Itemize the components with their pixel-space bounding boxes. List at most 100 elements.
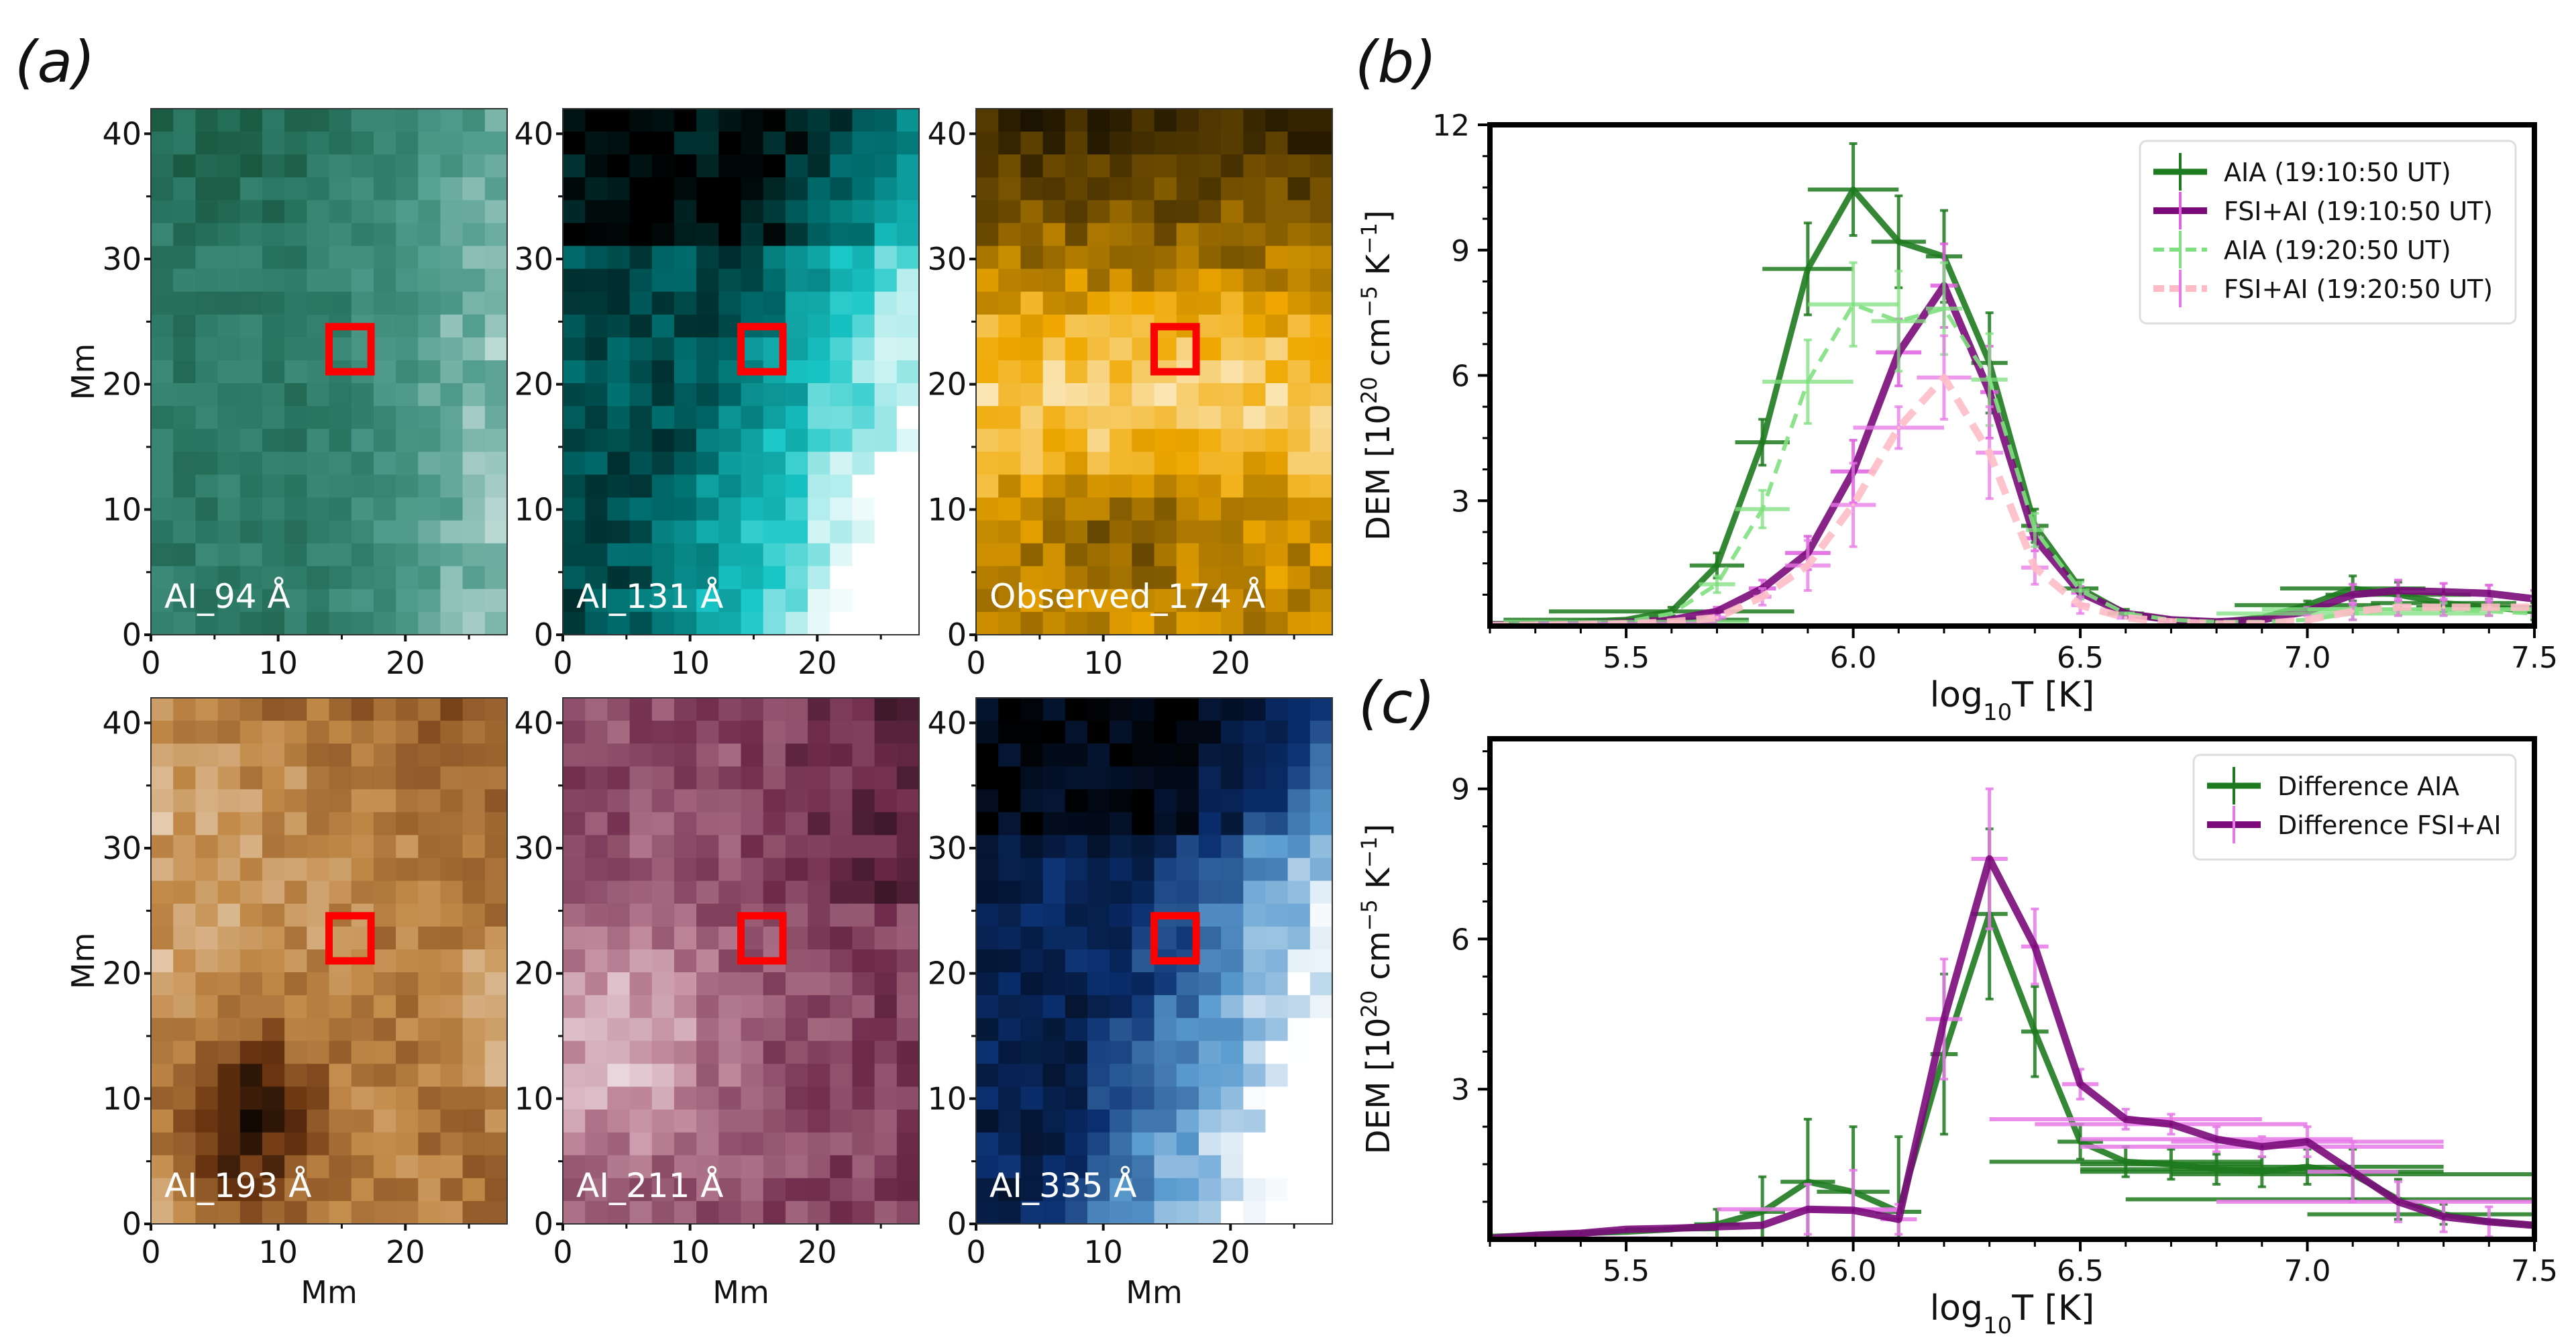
data-point: [1578, 1231, 1582, 1235]
data-point: [2396, 605, 2400, 609]
y-tick-label: 10: [514, 491, 553, 527]
data-point: [1806, 1180, 1810, 1184]
legend-label: Difference FSI+AI: [2277, 811, 2502, 840]
data-point: [1670, 1227, 1674, 1231]
x-tick-label: 5.5: [1603, 1254, 1650, 1288]
y-tick-label: 40: [927, 705, 967, 741]
region-highlight-box: [737, 912, 787, 965]
pixel-map: [151, 698, 508, 1225]
data-point: [2169, 620, 2173, 624]
series-line: [1490, 855, 2534, 1239]
data-point: [1760, 440, 1764, 444]
y-axis-label: Mm: [65, 933, 101, 990]
data-point: [2396, 588, 2400, 592]
y-tick-label: 0: [534, 1206, 553, 1242]
data-point: [2124, 616, 2128, 620]
data-point: [1896, 240, 1900, 244]
x-tick-label: 20: [798, 1234, 837, 1270]
x-tick-label: 0: [966, 1234, 985, 1270]
y-tick-label: 10: [102, 1080, 142, 1117]
legend-label: FSI+AI (19:20:50 UT): [2224, 274, 2493, 304]
data-point: [2351, 592, 2355, 597]
x-axis-label: log10T [K]: [1930, 675, 2095, 726]
legend-item: FSI+AI (19:20:50 UT): [2153, 270, 2493, 307]
data-point: [2487, 605, 2491, 609]
legend-label: Difference AIA: [2277, 772, 2459, 801]
y-axis-label: DEM [1020 cm−5 K−1]: [1356, 824, 1397, 1155]
data-point: [2169, 1162, 2173, 1166]
x-tick-label: 20: [798, 645, 837, 681]
region-highlight-box: [325, 912, 375, 965]
data-point: [2487, 1220, 2491, 1224]
data-point: [1806, 564, 1810, 568]
pixel-map: [563, 698, 920, 1225]
chart-c-dem-difference: 5.5 6.0 6.5 7.0 7.5 3 6 9 log10T [K] DEM [1020 cm…: [1356, 736, 2558, 1339]
data-point: [1851, 503, 1856, 507]
plot-area: [1490, 787, 2534, 1239]
x-tick-label: 10: [258, 645, 298, 681]
series-difference-fsi-ai: [1490, 787, 2534, 1239]
y-tick-label: 6: [1451, 360, 1470, 394]
x-tick-label: 6.5: [2057, 641, 2104, 675]
y-tick-label: 10: [514, 1080, 553, 1117]
y-tick-label: 20: [514, 955, 553, 992]
data-point: [1896, 1217, 1900, 1221]
y-tick-label: 40: [102, 115, 142, 152]
x-tick-label: 20: [1211, 645, 1250, 681]
y-tick-label: 9: [1451, 234, 1470, 268]
data-point: [1534, 1233, 1538, 1237]
series-line: [1490, 374, 2534, 626]
panel-caption: AI_193 Å: [164, 1166, 311, 1205]
data-point: [1670, 620, 1674, 624]
data-point: [2033, 1029, 2037, 1033]
series-line: [1490, 302, 2534, 626]
x-tick-label: 6.5: [2057, 1254, 2104, 1288]
panel-frame: [975, 108, 1333, 635]
series-line: [1490, 187, 2534, 626]
data-point: [1896, 425, 1900, 429]
x-axis-label: Mm: [712, 1274, 769, 1310]
data-point: [1988, 857, 1992, 861]
y-tick-label: 40: [927, 115, 967, 152]
y-tick-label: 9: [1451, 773, 1470, 807]
data-point: [2442, 590, 2446, 594]
panel-caption: Observed_174 Å: [989, 577, 1265, 616]
panel-caption: AI_131 Å: [576, 577, 723, 616]
panel-frame: [562, 697, 920, 1225]
data-point: [2033, 945, 2037, 949]
x-axis-label: log10T [K]: [1930, 1288, 2095, 1339]
legend-label: FSI+AI (19:10:50 UT): [2224, 197, 2493, 226]
y-tick-label: 30: [927, 241, 967, 277]
panel-frame: [150, 108, 508, 635]
legend-item: Difference FSI+AI: [2207, 806, 2502, 843]
panel-caption: AI_94 Å: [164, 577, 290, 616]
data-point: [1806, 380, 1810, 384]
x-tick-label: 7.5: [2511, 641, 2558, 675]
data-point: [1851, 1208, 1856, 1212]
pixel-map: [151, 109, 508, 635]
data-point: [2078, 588, 2082, 592]
y-tick-label: 20: [927, 366, 967, 403]
panel-caption: AI_211 Å: [576, 1166, 723, 1205]
data-point: [2033, 566, 2037, 570]
x-tick-label: 20: [386, 645, 425, 681]
data-point: [2124, 611, 2128, 615]
x-tick-label: 0: [553, 645, 572, 681]
pixel-map: [976, 109, 1333, 635]
panel-caption: AI_335 Å: [989, 1166, 1136, 1205]
x-tick-label: 7.0: [2284, 1254, 2331, 1288]
y-axis-label: Mm: [65, 344, 101, 401]
data-point: [2260, 1170, 2264, 1174]
data-point: [2442, 605, 2446, 609]
y-tick-label: 10: [927, 1080, 967, 1117]
x-tick-label: 5.5: [1603, 641, 1650, 675]
data-point: [2351, 609, 2355, 613]
data-point: [1896, 319, 1900, 323]
y-tick-label: 6: [1451, 923, 1470, 957]
y-tick-label: 0: [947, 617, 967, 653]
